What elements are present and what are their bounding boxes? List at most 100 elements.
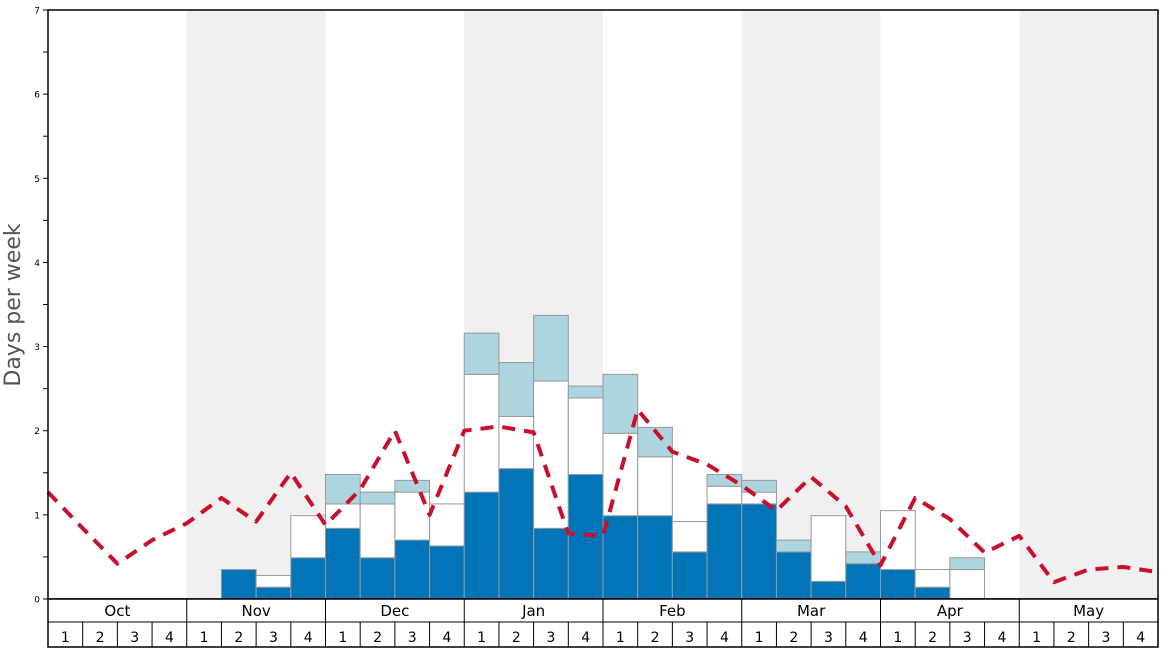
week-label: 3 [130, 630, 139, 646]
bar-segment [775, 539, 812, 553]
bar-segment [429, 545, 465, 600]
bar-segment [637, 515, 673, 600]
bar-segment [706, 485, 743, 505]
week-label: 4 [720, 630, 729, 646]
week-label: 3 [547, 630, 556, 646]
bar-segment [810, 515, 847, 582]
bar-segment [914, 569, 951, 588]
week-label: 1 [200, 630, 209, 646]
week-label: 1 [338, 630, 347, 646]
bar-segment [637, 426, 673, 458]
month-label: Jan [521, 602, 545, 620]
bar-segment [741, 491, 777, 505]
week-label: 1 [61, 630, 70, 646]
bars [220, 314, 986, 600]
bar-segment [498, 362, 535, 417]
bar-segment [671, 521, 708, 553]
bar-segment [533, 527, 569, 600]
bar-segment [498, 468, 535, 600]
week-label: 4 [581, 630, 590, 646]
y-tick-label: 1 [34, 511, 40, 521]
week-label: 3 [963, 630, 972, 646]
bar-segment [706, 503, 743, 600]
bar-segment [602, 515, 639, 600]
bar-segment [810, 580, 847, 600]
bar-segment [637, 456, 673, 517]
bar-segment [949, 569, 986, 600]
week-label: 4 [1136, 630, 1145, 646]
y-tick-label: 0 [34, 596, 40, 606]
week-label: 2 [1067, 630, 1076, 646]
bar-segment [359, 491, 396, 505]
week-label: 4 [304, 630, 313, 646]
week-label: 2 [928, 630, 937, 646]
week-label: 2 [373, 630, 382, 646]
week-label: 3 [1102, 630, 1111, 646]
month-label: Mar [797, 602, 826, 620]
week-label: 2 [789, 630, 798, 646]
week-label: 3 [824, 630, 833, 646]
bar-segment [741, 479, 777, 493]
y-tick-label: 5 [34, 175, 40, 185]
week-label: 1 [755, 630, 764, 646]
bar-segment [463, 373, 500, 493]
bar-segment [567, 385, 604, 399]
bar-segment [914, 586, 951, 600]
bar-segment [290, 515, 326, 559]
bar-segment [671, 551, 708, 600]
y-tick-label: 2 [34, 427, 40, 437]
bar-segment [775, 551, 812, 600]
week-label: 4 [859, 630, 868, 646]
week-label: 1 [477, 630, 486, 646]
bar-segment [359, 557, 396, 600]
week-label: 1 [893, 630, 902, 646]
bar-segment [325, 527, 361, 600]
bar-segment [533, 380, 569, 529]
x-axis: Oct 1 2 3 4 Nov 1 2 3 4 Dec 1 2 3 4 Jan 1 2 3 4 Feb 1 2 3 4 Mar 1 2… [47, 598, 1159, 648]
bar-segment [394, 479, 431, 493]
month-band [186, 10, 326, 599]
month-label: Oct [104, 602, 130, 620]
month-label: May [1073, 602, 1104, 620]
bar-segment [949, 557, 986, 571]
week-label: 4 [997, 630, 1006, 646]
week-label: 2 [512, 630, 521, 646]
bar-segment [429, 503, 465, 547]
bar-segment [845, 563, 881, 600]
bar-segment [498, 415, 535, 470]
y-axis-title: Days per week [1, 223, 26, 386]
bar-segment [880, 569, 916, 600]
y-tick-label: 7 [34, 7, 40, 17]
week-label: 2 [651, 630, 660, 646]
bar-segment [359, 503, 396, 559]
bar-segment [394, 539, 431, 600]
week-label: 1 [1032, 630, 1041, 646]
month-band [1019, 10, 1158, 599]
month-label: Nov [241, 602, 270, 620]
bar-segment [325, 473, 361, 505]
bar-segment [255, 586, 292, 600]
week-label: 4 [442, 630, 451, 646]
bar-segment [880, 510, 916, 571]
bar-segment [290, 557, 326, 600]
bar-segment [463, 332, 500, 375]
month-label: Apr [937, 602, 964, 620]
week-label: 2 [96, 630, 105, 646]
month-bands [186, 10, 1158, 599]
week-label: 1 [616, 630, 625, 646]
bar-segment [220, 569, 257, 600]
week-label: 3 [685, 630, 694, 646]
week-label: 3 [269, 630, 278, 646]
bar-segment [255, 574, 292, 588]
y-tick-label: 3 [34, 343, 40, 353]
week-label: 4 [165, 630, 174, 646]
bar-segment [533, 314, 569, 382]
y-tick-label: 6 [34, 91, 40, 101]
bar-segment [741, 503, 777, 600]
bar-segment [463, 491, 500, 600]
bar-segment [567, 397, 604, 475]
bar-segment [602, 432, 639, 517]
y-tick-label: 4 [34, 259, 40, 269]
